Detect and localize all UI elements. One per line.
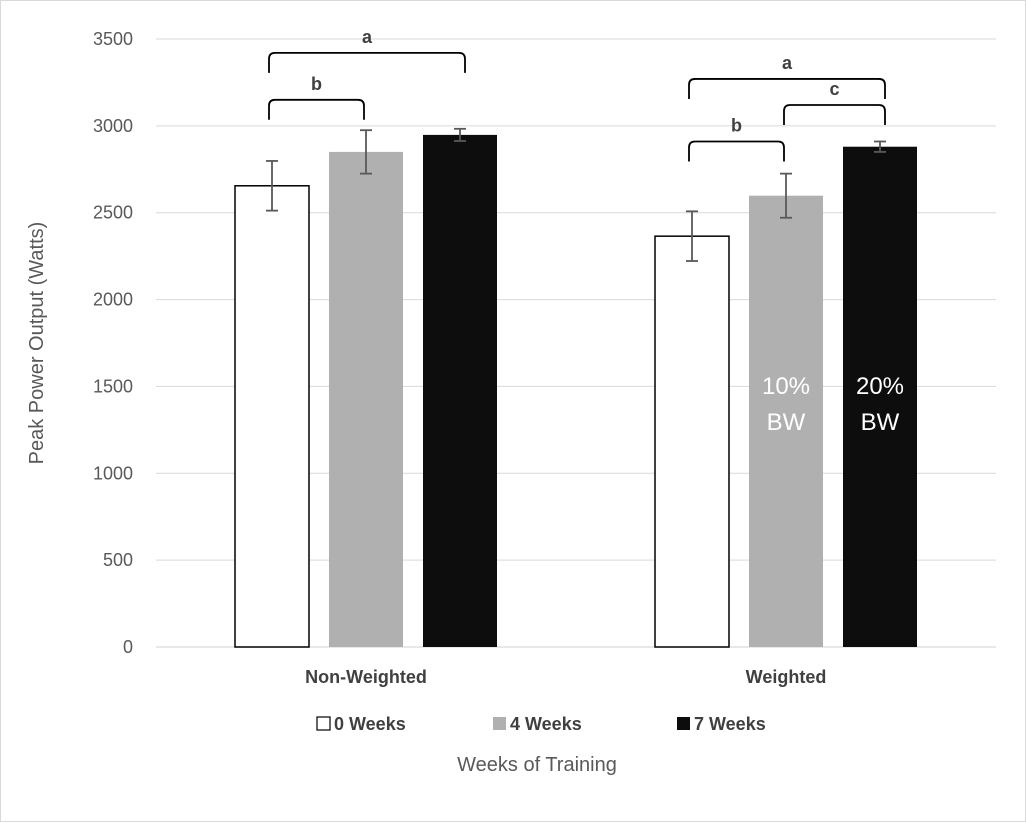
significance-bracket bbox=[268, 51, 466, 73]
bars bbox=[234, 134, 917, 648]
significance-bracket bbox=[268, 98, 365, 120]
y-tick-label: 2500 bbox=[93, 203, 133, 223]
significance-bracket bbox=[688, 140, 785, 162]
bar-annotation: BW bbox=[861, 409, 900, 436]
bar-annotations: 10% BW 20% BW bbox=[762, 373, 904, 436]
legend-label: 0 Weeks bbox=[334, 714, 406, 734]
bar-7-weeks bbox=[423, 134, 497, 648]
bar-7-weeks bbox=[843, 146, 917, 647]
y-axis-title: Peak Power Output (Watts) bbox=[26, 222, 48, 465]
significance-label: b bbox=[731, 115, 742, 135]
y-tick-label: 500 bbox=[103, 550, 133, 570]
legend-label: 7 Weeks bbox=[694, 714, 766, 734]
y-tick-label: 3500 bbox=[93, 29, 133, 49]
significance-label: c bbox=[829, 79, 839, 99]
significance-bracket bbox=[783, 104, 886, 126]
legend-swatch bbox=[493, 717, 506, 730]
y-tick-label: 2000 bbox=[93, 290, 133, 310]
y-tick-label: 1500 bbox=[93, 376, 133, 396]
bar-4-weeks bbox=[749, 195, 823, 647]
bar-0-weeks bbox=[654, 235, 730, 648]
significance-bracket bbox=[688, 78, 886, 99]
legend: 0 Weeks 4 Weeks 7 Weeks bbox=[316, 714, 766, 734]
significance-label: b bbox=[311, 74, 322, 94]
bar-annotation: 20% bbox=[856, 373, 904, 400]
x-axis-title: Weeks of Training bbox=[457, 754, 617, 776]
legend-swatch bbox=[316, 716, 331, 731]
legend-swatch bbox=[677, 717, 690, 730]
x-category-label: Non-Weighted bbox=[305, 667, 427, 687]
y-tick-label: 1000 bbox=[93, 463, 133, 483]
significance-brackets: a b a b c bbox=[268, 27, 886, 162]
y-tick-label: 3000 bbox=[93, 116, 133, 136]
bar-annotation: 10% bbox=[762, 373, 810, 400]
significance-label: a bbox=[362, 27, 373, 47]
significance-label: a bbox=[782, 53, 793, 73]
bar-0-weeks bbox=[234, 185, 310, 648]
y-tick-label: 0 bbox=[123, 637, 133, 657]
x-category-label: Weighted bbox=[746, 667, 827, 687]
error-bars bbox=[266, 127, 886, 262]
bar-annotation: BW bbox=[767, 409, 806, 436]
y-axis-ticks: 0 500 1000 1500 2000 2500 3000 3500 bbox=[93, 29, 133, 657]
x-axis-categories: Non-Weighted Weighted bbox=[305, 667, 826, 687]
legend-label: 4 Weeks bbox=[510, 714, 582, 734]
bar-4-weeks bbox=[329, 151, 403, 647]
